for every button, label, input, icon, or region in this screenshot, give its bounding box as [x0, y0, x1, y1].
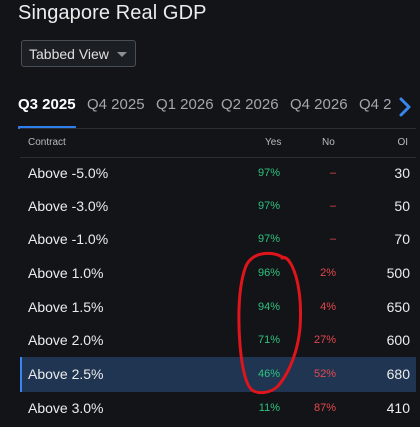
active-tab-indicator [18, 126, 76, 129]
view-select-value: Tabbed View [29, 45, 109, 62]
row-no-price[interactable]: 27% [313, 334, 336, 346]
row-open-interest: 70 [394, 231, 410, 247]
row-open-interest: 680 [386, 366, 410, 382]
row-contract: Above -3.0% [28, 198, 109, 214]
period-tabs: Q3 2025 Q4 2025 Q1 2026 Q2 2026 Q4 2026 … [0, 92, 420, 129]
row-contract: Above 2.0% [28, 332, 104, 348]
row-contract: Above 3.0% [28, 400, 104, 416]
row-no-price[interactable]: 87% [313, 402, 336, 414]
header-no: No [322, 137, 335, 148]
table-row[interactable]: Above 3.0% 11% 87% 410 [20, 392, 416, 425]
row-open-interest: 650 [386, 299, 410, 315]
row-open-interest: 410 [386, 400, 410, 416]
row-contract: Above 1.0% [28, 265, 104, 281]
row-yes-price[interactable]: 46% [257, 368, 280, 380]
tab-q3-2025[interactable]: Q3 2025 [18, 96, 76, 113]
table-row[interactable]: Above -3.0% 97% – 50 [20, 190, 416, 223]
tab-q4-2026[interactable]: Q4 2026 [290, 96, 348, 113]
chevron-down-icon [117, 52, 127, 57]
row-yes-price[interactable]: 11% [258, 402, 280, 414]
row-contract: Above -1.0% [28, 231, 109, 247]
row-contract: Above -5.0% [28, 165, 109, 181]
row-open-interest: 500 [386, 265, 410, 281]
row-open-interest: 50 [394, 198, 410, 214]
table-row-selected[interactable]: Above 2.5% 46% 52% 680 [20, 357, 416, 392]
table-row[interactable]: Above 1.0% 96% 2% 500 [20, 257, 416, 290]
tab-q2-2026[interactable]: Q2 2026 [221, 96, 279, 113]
tab-scroll-right-button[interactable] [392, 94, 420, 120]
row-no-price[interactable]: – [329, 200, 336, 212]
row-no-price[interactable]: 52% [313, 368, 336, 380]
header-contract: Contract [28, 137, 66, 148]
chevron-right-icon [399, 97, 411, 117]
row-yes-price[interactable]: 97% [257, 167, 280, 179]
row-yes-price[interactable]: 94% [257, 301, 280, 313]
table-row[interactable]: Above -1.0% 97% – 70 [20, 223, 416, 256]
header-yes: Yes [265, 137, 282, 148]
row-no-price[interactable]: 2% [320, 267, 336, 279]
row-no-price[interactable]: – [329, 233, 336, 245]
tab-q4-2025[interactable]: Q4 2025 [87, 96, 145, 113]
row-contract: Above 2.5% [28, 366, 104, 382]
tab-q1-2026[interactable]: Q1 2026 [156, 96, 214, 113]
view-select-dropdown[interactable]: Tabbed View [21, 40, 136, 67]
table-row[interactable]: Above 1.5% 94% 4% 650 [20, 291, 416, 324]
row-open-interest: 600 [386, 332, 410, 348]
row-open-interest: 30 [394, 165, 410, 181]
table-header: Contract Yes No OI [20, 128, 416, 158]
row-yes-price[interactable]: 97% [257, 233, 280, 245]
row-yes-price[interactable]: 96% [257, 267, 280, 279]
table-row[interactable]: Above 2.0% 71% 27% 600 [20, 324, 416, 357]
header-oi: OI [397, 137, 408, 148]
row-contract: Above 1.5% [28, 299, 104, 315]
row-no-price[interactable]: – [329, 167, 336, 179]
row-yes-price[interactable]: 71% [257, 334, 280, 346]
page-title: Singapore Real GDP [18, 2, 207, 24]
tab-q4-2-partial[interactable]: Q4 2 [359, 96, 392, 113]
row-no-price[interactable]: 4% [320, 301, 336, 313]
table-row[interactable]: Above -5.0% 97% – 30 [20, 157, 416, 190]
row-yes-price[interactable]: 97% [257, 200, 280, 212]
